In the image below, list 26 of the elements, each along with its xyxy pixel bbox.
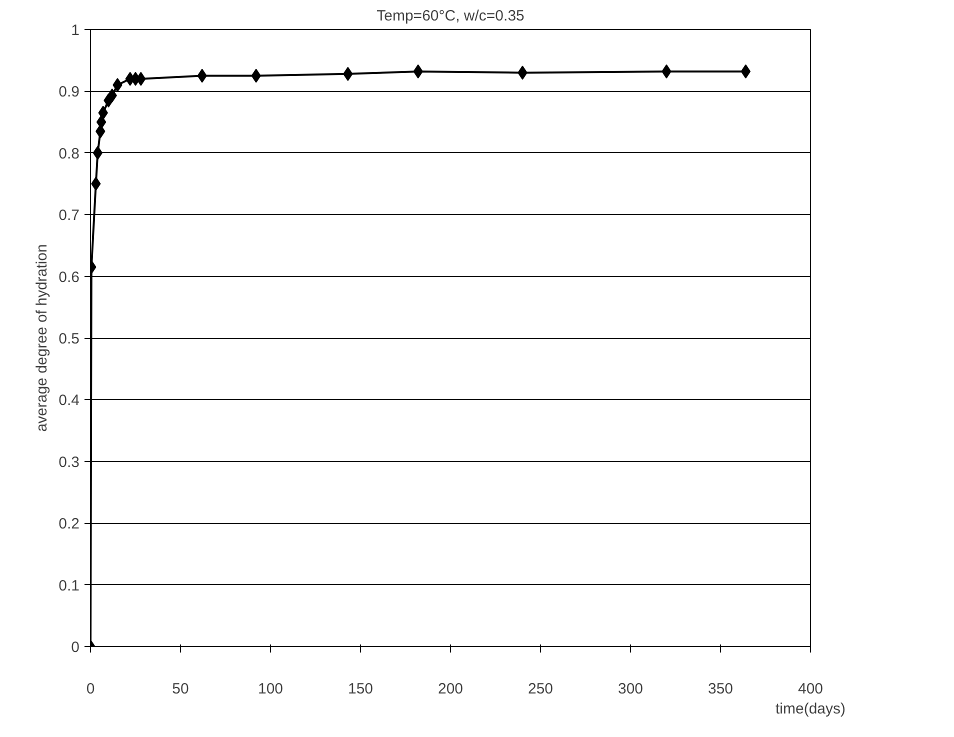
x-tick-label: 200: [438, 680, 464, 698]
y-tick-label: 1: [71, 22, 80, 39]
y-tick-label: 0.6: [58, 268, 80, 286]
x-tick-label: 300: [618, 680, 644, 698]
point: [740, 64, 751, 78]
y-tick-label: 0.8: [58, 145, 80, 162]
y-axis-title: average degree of hydration: [34, 244, 51, 432]
y-tick-label: 0: [71, 639, 80, 656]
x-tick-label: 350: [708, 680, 734, 698]
y-tick-label: 0.5: [58, 330, 80, 348]
y-tick-label: 0.7: [58, 207, 80, 224]
y-tick-label: 0.4: [58, 392, 80, 410]
x-axis-title: time(days): [775, 700, 846, 718]
chart-title: Temp=60°C, w/c=0.35: [376, 8, 524, 24]
y-tick-label: 0.3: [58, 454, 80, 471]
point: [96, 115, 106, 130]
point: [92, 146, 103, 160]
y-tick-label: 0.1: [58, 577, 80, 594]
x-tick-label: 150: [348, 680, 374, 698]
x-tick-label: 0: [86, 680, 95, 698]
x-tick-label: 250: [528, 680, 554, 698]
x-tick-label: 400: [798, 680, 824, 698]
x-tick-label: 100: [258, 680, 284, 698]
y-tick-label: 0.9: [58, 84, 80, 101]
x-tick-label: 50: [172, 680, 189, 698]
y-tick-label: 0.2: [58, 516, 80, 533]
